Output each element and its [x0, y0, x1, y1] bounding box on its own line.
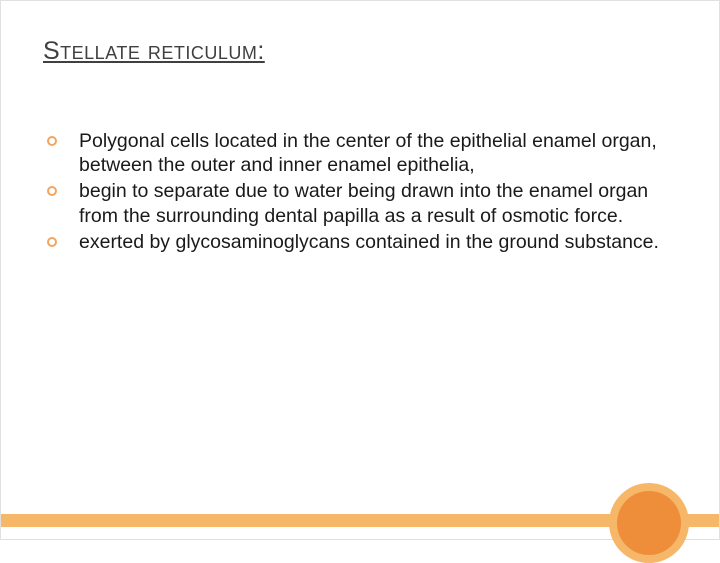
list-item: Polygonal cells located in the center of…: [47, 129, 659, 177]
accent-circle-inner: [617, 491, 681, 555]
bullet-text: exerted by glycosaminoglycans contained …: [79, 230, 659, 254]
list-item: exerted by glycosaminoglycans contained …: [47, 230, 659, 254]
bullet-text: Polygonal cells located in the center of…: [79, 129, 659, 177]
bullet-list: Polygonal cells located in the center of…: [47, 129, 659, 256]
slide-title: Stellate reticulum:: [43, 37, 265, 66]
bullet-icon: [47, 237, 57, 247]
title-text: Stellate reticulum:: [43, 37, 265, 65]
list-item: begin to separate due to water being dra…: [47, 179, 659, 227]
bullet-text: begin to separate due to water being dra…: [79, 179, 659, 227]
slide: Stellate reticulum: Polygonal cells loca…: [0, 0, 720, 540]
bullet-icon: [47, 136, 57, 146]
bullet-icon: [47, 186, 57, 196]
